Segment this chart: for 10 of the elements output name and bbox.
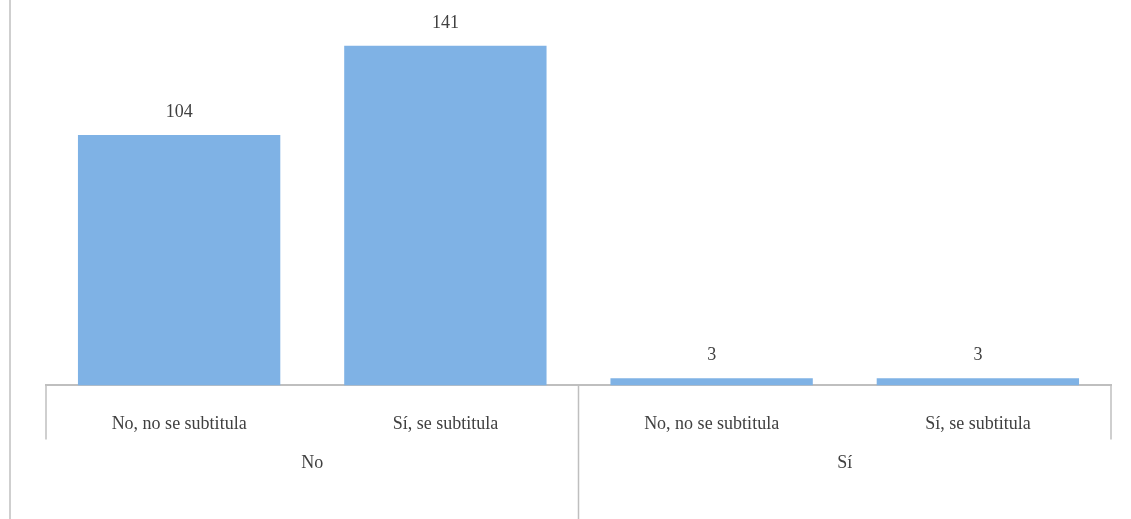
data-label: 3 xyxy=(707,343,717,364)
data-label: 141 xyxy=(431,11,459,32)
text: Sí xyxy=(837,452,853,473)
text: No xyxy=(301,452,324,473)
data-label: 3 xyxy=(973,343,983,364)
x-tick-label: Sí, se subtitula xyxy=(392,412,499,433)
x-tick-label: Sí, se subtitula xyxy=(925,412,1031,433)
x-tick-label: No, no se subtitula xyxy=(644,412,780,433)
x-tick-label: No, no se subtitula xyxy=(111,412,247,433)
data-label: 104 xyxy=(165,100,193,121)
